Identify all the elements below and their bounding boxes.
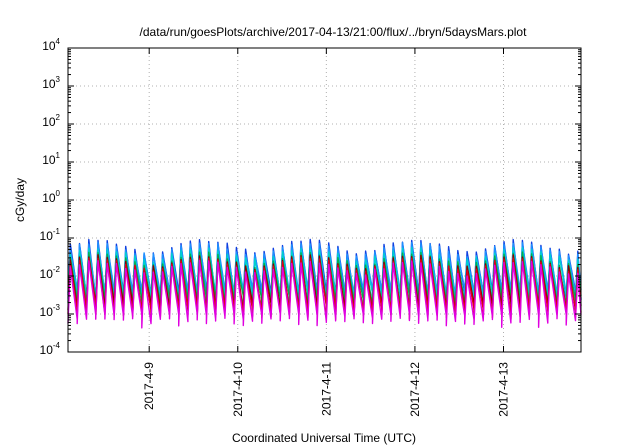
y-tick-label: 103 bbox=[42, 75, 60, 91]
y-tick-label: 10-4 bbox=[40, 341, 61, 357]
series-line bbox=[67, 259, 582, 329]
y-axis: 10-4 10-3 10-2 10-1 100 101 102 103 104 bbox=[40, 37, 581, 357]
x-axis: 2017-4-9 2017-4-10 2017-4-11 2017-4-12 2017-… bbox=[142, 48, 510, 417]
y-axis-label: cGy/day bbox=[13, 178, 27, 222]
x-tick-label: 2017-4-13 bbox=[496, 362, 510, 417]
y-tick-label: 10-2 bbox=[40, 265, 61, 281]
y-tick-label: 101 bbox=[42, 151, 60, 167]
chart-title: /data/run/goesPlots/archive/2017-04-13/2… bbox=[140, 25, 528, 39]
y-tick-label: 100 bbox=[42, 189, 60, 205]
x-axis-label: Coordinated Universal Time (UTC) bbox=[232, 431, 416, 445]
x-tick-label: 2017-4-12 bbox=[408, 362, 422, 417]
y-tick-label: 10-1 bbox=[40, 227, 61, 243]
x-tick-label: 2017-4-10 bbox=[231, 362, 245, 417]
x-tick-label: 2017-4-9 bbox=[142, 362, 156, 410]
series-lines bbox=[67, 238, 582, 329]
y-tick-label: 10-3 bbox=[40, 303, 61, 319]
y-tick-label: 102 bbox=[42, 113, 60, 129]
x-tick-label: 2017-4-11 bbox=[319, 362, 333, 416]
y-tick-label: 104 bbox=[42, 37, 60, 53]
